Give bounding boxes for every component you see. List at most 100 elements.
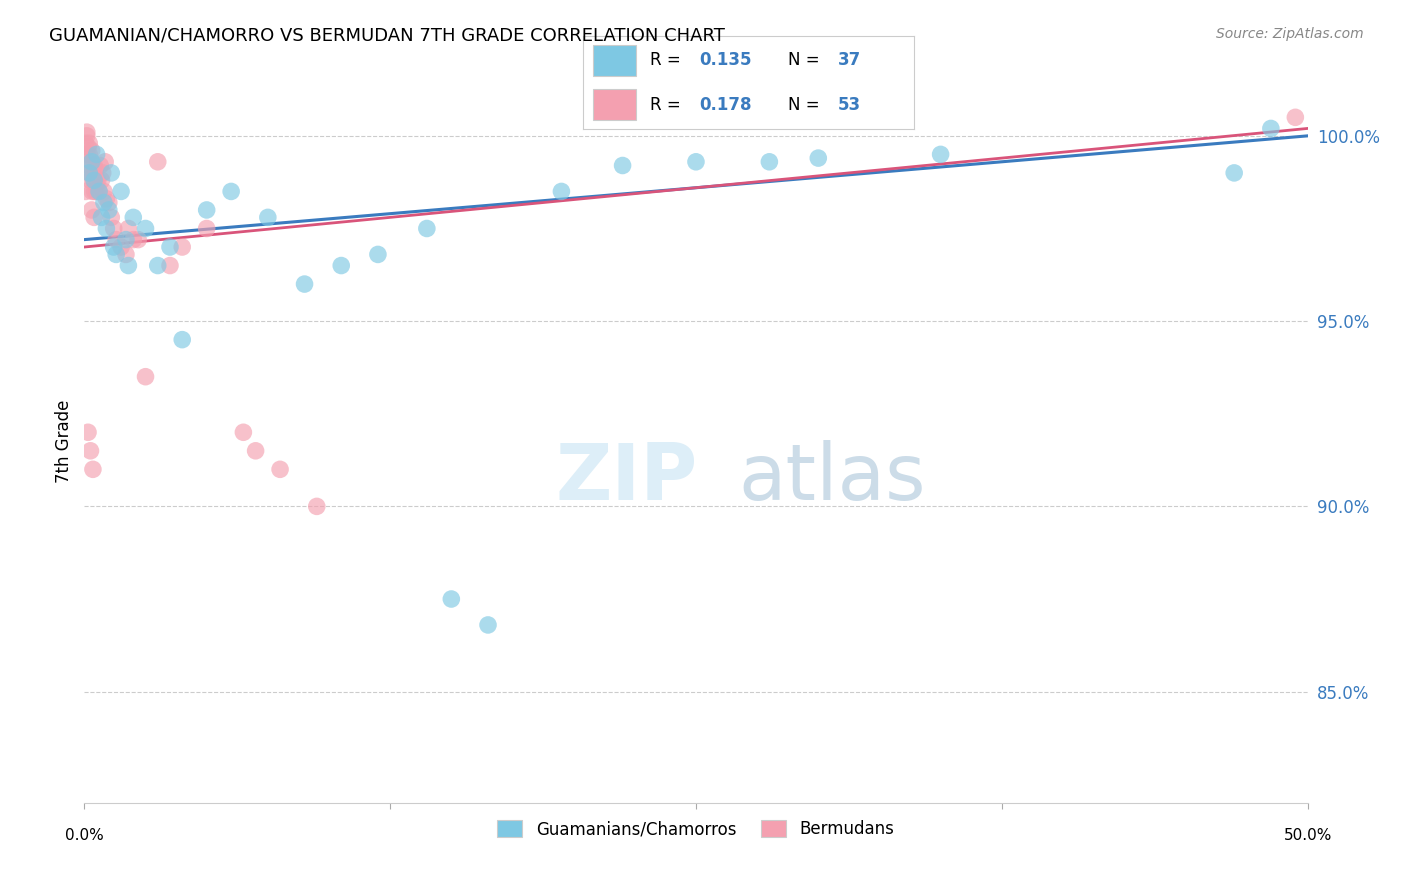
Point [77,166,100,180]
Point [77,136,100,151]
Point [294,277,316,291]
Text: 0.135: 0.135 [699,51,752,69]
Point [75,185,97,199]
Point [76,128,98,143]
Point [83,159,105,173]
Point [86,185,108,199]
Point [90,173,112,187]
Text: 0.178: 0.178 [699,96,752,114]
Point [93,185,115,199]
Point [807,151,830,165]
Point [76,147,98,161]
Point [77,140,100,154]
Point [87,173,110,187]
Text: R =: R = [650,96,686,114]
Text: ZIP: ZIP [555,440,697,516]
Point [195,202,218,217]
Y-axis label: 7th Grade: 7th Grade [55,400,73,483]
Point [416,221,439,235]
Legend: Guamanians/Chamorros, Bermudans: Guamanians/Chamorros, Bermudans [491,814,901,845]
Point [84,177,107,191]
Point [1223,166,1246,180]
Point [257,211,280,225]
Point [83,173,105,187]
Text: Source: ZipAtlas.com: Source: ZipAtlas.com [1216,27,1364,41]
Point [330,259,353,273]
FancyBboxPatch shape [593,89,637,120]
Text: 37: 37 [838,51,860,69]
Point [76,125,98,139]
FancyBboxPatch shape [593,45,637,76]
Point [83,185,105,199]
Point [117,259,139,273]
Point [758,154,780,169]
Point [122,233,145,247]
Point [87,185,110,199]
Point [96,192,118,206]
Point [550,185,572,199]
Point [110,185,132,199]
Point [77,159,100,173]
Point [80,144,103,158]
Point [440,592,463,607]
Point [86,147,108,161]
Text: R =: R = [650,51,686,69]
Point [612,159,634,173]
Point [80,154,103,169]
Point [477,618,499,632]
Point [89,159,111,173]
Point [105,247,128,261]
Point [195,221,218,235]
Point [103,240,125,254]
Point [90,211,112,225]
Point [172,240,194,254]
Point [117,221,139,235]
Point [79,443,101,458]
Point [146,259,169,273]
Point [1284,111,1306,125]
Point [305,500,328,514]
Point [115,247,138,261]
Text: atlas: atlas [738,440,927,516]
Point [219,185,242,199]
Point [83,211,105,225]
Point [77,425,100,440]
Point [115,233,138,247]
Point [79,173,101,187]
Point [83,173,105,187]
Point [82,185,104,199]
Point [82,166,104,180]
Point [127,233,149,247]
Point [93,195,115,210]
Text: 53: 53 [838,96,860,114]
Point [245,443,267,458]
Point [110,240,132,254]
Point [87,185,110,199]
Point [100,166,122,180]
Point [232,425,254,440]
Point [172,333,194,347]
Point [135,369,157,384]
Point [159,240,181,254]
Point [103,221,125,235]
Point [100,211,122,225]
Point [80,154,103,169]
Point [929,147,952,161]
Text: N =: N = [789,51,825,69]
Text: GUAMANIAN/CHAMORRO VS BERMUDAN 7TH GRADE CORRELATION CHART: GUAMANIAN/CHAMORRO VS BERMUDAN 7TH GRADE… [49,27,725,45]
Point [105,233,128,247]
Point [82,462,104,476]
Point [1260,121,1282,136]
Point [146,154,169,169]
Point [79,166,101,180]
Point [94,154,117,169]
Point [135,221,157,235]
Point [77,147,100,161]
Point [122,211,145,225]
Point [75,136,97,151]
Point [91,166,114,180]
Point [367,247,389,261]
Point [84,162,107,177]
Point [96,221,118,235]
Point [97,195,120,210]
